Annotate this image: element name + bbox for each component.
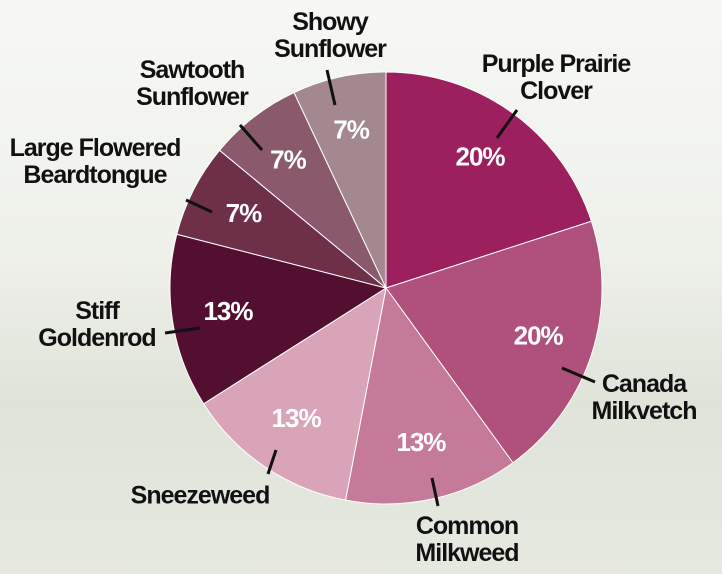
- slice-label: Large Flowered Beardtongue: [9, 134, 182, 189]
- slice-label: Showy Sunflower: [274, 8, 387, 63]
- slice-label: Canada Milkvetch: [591, 370, 698, 425]
- percent-label: 7%: [226, 198, 262, 228]
- slice-label: Common Milkweed: [415, 512, 519, 567]
- leader-line: [495, 109, 519, 139]
- slice-label: Purple Prairie Clover: [481, 50, 632, 105]
- leader-line: [164, 326, 201, 335]
- percent-label: 13%: [396, 427, 446, 457]
- leader-line: [266, 449, 278, 475]
- pie-slice: [202, 286, 387, 501]
- pie-slice: [385, 220, 603, 464]
- slice-label: Sneezeweed: [130, 481, 271, 510]
- percent-label: 13%: [203, 296, 253, 326]
- leader-line: [430, 477, 440, 507]
- percent-label: 20%: [456, 141, 506, 171]
- percent-label: 20%: [514, 320, 564, 350]
- percent-label: 13%: [272, 403, 322, 433]
- pie-slice: [169, 233, 388, 405]
- slice-label: Sawtooth Sunflower: [136, 56, 249, 111]
- pie-slice: [293, 71, 387, 289]
- leader-line: [238, 124, 264, 151]
- leader-line: [325, 69, 337, 106]
- pie-slice: [344, 286, 514, 505]
- leader-line: [561, 366, 596, 384]
- percent-label: 7%: [270, 144, 306, 174]
- percent-label: 7%: [333, 115, 369, 145]
- leader-line: [185, 198, 213, 214]
- slice-label: Stiff Goldenrod: [38, 297, 156, 352]
